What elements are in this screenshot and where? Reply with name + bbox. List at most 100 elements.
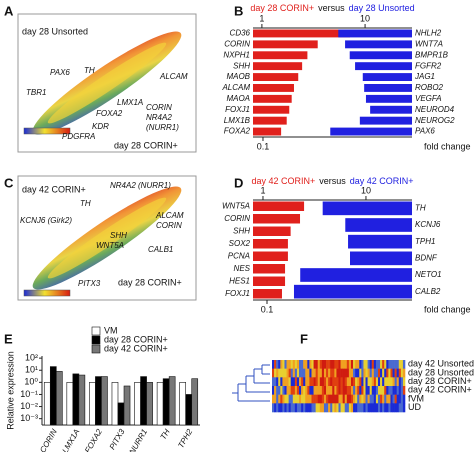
heatmap-cell [361, 360, 364, 369]
bar [78, 374, 86, 426]
heatmap-cell [305, 360, 308, 369]
heatmap-cell [288, 377, 292, 387]
heatmap-cell [382, 368, 385, 378]
gene-label: FGFR2 [415, 61, 442, 70]
legend-label: day 28 CORIN+ [104, 334, 168, 344]
heatmap-cell [363, 386, 366, 395]
heatmap-cell [342, 360, 346, 369]
heatmap-cell [367, 377, 370, 387]
gene-label: FOXA2 [224, 127, 251, 136]
heatmap-cell [344, 360, 348, 369]
bar [253, 226, 291, 236]
heatmap-cell [313, 403, 316, 413]
gene-label: NEUROD4 [415, 105, 455, 114]
bar [338, 29, 412, 38]
heatmap-cell [307, 394, 310, 404]
heatmap-cell [371, 394, 375, 404]
heatmap-cell [353, 377, 356, 387]
y-tick-label: 10⁻³ [20, 413, 38, 423]
heatmap-cell [363, 360, 366, 369]
heatmap-cell [276, 360, 279, 369]
heatmap-cell [363, 377, 366, 387]
heatmap-cell [317, 368, 321, 378]
heatmap-cell [367, 368, 370, 378]
point-cloud [47, 197, 167, 279]
bar [253, 29, 351, 38]
gene-label: FOXA2 [96, 109, 123, 118]
heatmap-cell [388, 394, 391, 404]
heatmap-cell [330, 377, 333, 387]
gene-label: NEUROG2 [415, 116, 455, 125]
title-part: day 28 Unsorted [349, 3, 415, 13]
heatmap-cell [384, 403, 387, 413]
bar [95, 376, 102, 426]
heatmap-cell [398, 386, 402, 395]
bar [365, 94, 412, 103]
heatmap-cell [311, 386, 314, 395]
heatmap-cell [334, 403, 337, 413]
heatmap-cell [365, 377, 368, 387]
heatmap-cell [373, 377, 377, 387]
heatmap-cell [340, 403, 343, 413]
heatmap-cell [309, 368, 312, 378]
heatmap-cell [359, 394, 362, 404]
gene-label: TH [415, 203, 426, 212]
heatmap-cell [377, 368, 381, 378]
heatmap-cell [342, 403, 346, 413]
gene-label: TH [80, 199, 91, 208]
heatmap-cell [377, 386, 381, 395]
heatmap-cell [309, 360, 312, 369]
gene-label: CORIN [156, 221, 182, 230]
heatmap-cell [355, 386, 358, 395]
heatmap-cell [375, 403, 379, 413]
heatmap-cell [303, 394, 306, 404]
heatmap-cell [288, 386, 292, 395]
heatmap-cell [296, 377, 300, 387]
gene-label: CORIN [146, 103, 172, 112]
heatmap-cell [350, 368, 354, 378]
heatmap-cell [288, 368, 292, 378]
heatmap-cell [396, 394, 400, 404]
bar [253, 73, 299, 81]
gene-label: KDR [92, 122, 109, 131]
y-axis-label: Relative expression [5, 351, 15, 430]
bar [364, 84, 412, 92]
heatmap-cell [278, 368, 281, 378]
heatmap-cell [309, 394, 312, 404]
heatmap-cell [330, 368, 333, 378]
title-part: versus [318, 3, 345, 13]
gene-label: ALCAM [221, 83, 250, 92]
heatmap-cell [367, 386, 370, 395]
heatmap-cell [276, 368, 279, 378]
heatmap-cell [294, 394, 298, 404]
y-tick-label: 10⁰ [24, 377, 38, 387]
heatmap-cell [380, 377, 383, 387]
heatmap-cell [332, 394, 335, 404]
heatmap-cell [280, 403, 283, 413]
heatmap-cell [396, 403, 400, 413]
heatmap-cell [392, 403, 395, 413]
heatmap-cell [284, 360, 287, 369]
bar [253, 51, 308, 60]
bar [253, 62, 303, 71]
heatmap-cell [348, 360, 352, 369]
heatmap-cell [303, 386, 306, 395]
gene-label: NR4A2 [146, 113, 172, 122]
y-axis-label: day 42 CORIN+ [22, 184, 86, 194]
heatmap-cell [278, 394, 281, 404]
heatmap-cell [392, 368, 395, 378]
gene-label: VEGFA [415, 94, 442, 103]
bar [362, 73, 412, 81]
heatmap-cell [344, 403, 348, 413]
heatmap-cell [371, 360, 375, 369]
heatmap-cell [361, 403, 364, 413]
x2-tick-label: 10 [361, 185, 371, 195]
heatmap-cell [382, 386, 385, 395]
heatmap-cell [336, 368, 339, 378]
gene-label: PAX6 [415, 127, 435, 136]
gene-label: WNT5A [96, 241, 124, 250]
heatmap-cell [290, 403, 294, 413]
heatmap-cell [321, 394, 325, 404]
gene-label: LMX1A [117, 98, 143, 107]
bar [168, 376, 176, 426]
